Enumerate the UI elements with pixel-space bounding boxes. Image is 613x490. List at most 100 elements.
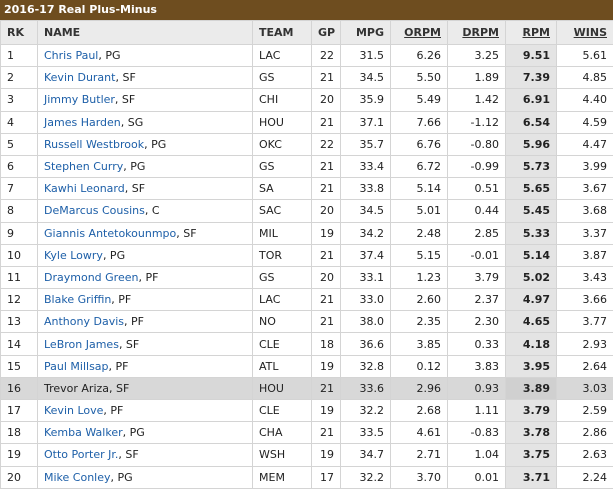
player-position: , PG xyxy=(122,426,145,440)
player-position: , SF xyxy=(124,182,146,196)
drpm-cell: 1.11 xyxy=(447,398,506,423)
wins-cell: 2.59 xyxy=(556,398,613,423)
column-header: GP xyxy=(311,20,341,45)
column-header[interactable]: WINS xyxy=(556,20,613,45)
player-link[interactable]: Kevin Love xyxy=(44,404,104,418)
orpm-cell: 5.49 xyxy=(390,88,448,112)
table-row: 13 Anthony Davis, PF NO 21 38.0 2.35 2.30 4.65 3… xyxy=(0,310,613,334)
rpm-cell: 5.33 xyxy=(505,221,557,245)
drpm-cell: -0.80 xyxy=(447,132,506,156)
mpg-cell: 37.4 xyxy=(340,243,391,267)
wins-cell: 3.68 xyxy=(556,199,613,223)
orpm-cell: 6.72 xyxy=(390,154,448,179)
drpm-cell: 3.79 xyxy=(447,265,506,290)
rank-cell: 14 xyxy=(0,332,38,356)
player-link[interactable]: Blake Griffin xyxy=(44,293,112,307)
wins-cell: 3.67 xyxy=(556,177,613,201)
wins-cell: 4.59 xyxy=(556,110,613,134)
player-cell: Blake Griffin, PF xyxy=(37,288,253,312)
player-link[interactable]: Stephen Curry xyxy=(44,160,124,174)
player-position: , PF xyxy=(138,270,159,284)
player-position: , PG xyxy=(102,248,126,262)
rpm-cell: 3.89 xyxy=(505,376,557,401)
column-header[interactable]: RPM xyxy=(505,20,557,45)
rank-cell: 6 xyxy=(0,154,38,179)
player-link[interactable]: Mike Conley xyxy=(44,470,111,484)
team-cell: MEM xyxy=(252,465,312,489)
orpm-cell: 2.60 xyxy=(390,288,448,312)
drpm-cell: 0.93 xyxy=(447,376,506,401)
player-position: , C xyxy=(144,204,160,218)
drpm-cell: 2.37 xyxy=(447,288,506,312)
team-cell: NO xyxy=(252,310,312,334)
drpm-cell: 3.25 xyxy=(447,43,506,68)
player-link[interactable]: Chris Paul xyxy=(44,49,99,63)
player-cell: James Harden, SG xyxy=(37,110,253,134)
player-position: , SF xyxy=(109,381,130,395)
rank-cell: 12 xyxy=(0,288,38,312)
team-cell: GS xyxy=(252,66,312,90)
player-link[interactable]: Draymond Green xyxy=(44,270,139,284)
drpm-cell: -0.01 xyxy=(447,243,506,267)
rank-cell: 8 xyxy=(0,199,38,223)
player-link[interactable]: Kawhi Leonard xyxy=(44,182,125,196)
player-link[interactable]: Otto Porter Jr. xyxy=(44,448,119,462)
player-link[interactable]: Kevin Durant xyxy=(44,71,116,85)
drpm-cell: -0.99 xyxy=(447,154,506,179)
orpm-cell: 4.61 xyxy=(390,421,448,445)
team-cell: CHI xyxy=(252,88,312,112)
player-link[interactable]: Kyle Lowry xyxy=(44,248,103,262)
gp-cell: 22 xyxy=(311,132,341,156)
drpm-cell: 2.85 xyxy=(447,221,506,245)
player-position: , SF xyxy=(176,226,197,240)
table-body: 1 Chris Paul, PG LAC 22 31.5 6.26 3.25 9.51 5.61… xyxy=(0,43,613,489)
rank-cell: 2 xyxy=(0,66,38,90)
column-header[interactable]: ORPM xyxy=(390,20,448,45)
wins-cell: 2.64 xyxy=(556,354,613,378)
player-link[interactable]: Russell Westbrook xyxy=(44,137,145,151)
rpm-cell: 5.02 xyxy=(505,265,557,290)
player-link[interactable]: Paul Millsap xyxy=(44,359,109,373)
player-cell: Otto Porter Jr., SF xyxy=(37,443,253,467)
player-link[interactable]: Anthony Davis xyxy=(44,315,124,329)
mpg-cell: 34.5 xyxy=(340,66,391,90)
player-link[interactable]: Kemba Walker xyxy=(44,426,123,440)
rank-cell: 10 xyxy=(0,243,38,267)
player-link[interactable]: LeBron James xyxy=(44,337,119,351)
player-position: , SF xyxy=(118,337,140,351)
rank-cell: 15 xyxy=(0,354,38,378)
orpm-cell: 2.48 xyxy=(390,221,448,245)
orpm-cell: 6.26 xyxy=(390,43,448,68)
team-cell: SAC xyxy=(252,199,312,223)
mpg-cell: 37.1 xyxy=(340,110,391,134)
column-header: TEAM xyxy=(252,20,312,45)
player-cell: Chris Paul, PG xyxy=(37,43,253,68)
gp-cell: 19 xyxy=(311,443,341,467)
table-row: 4 James Harden, SG HOU 21 37.1 7.66 -1.12 6.54 4… xyxy=(0,110,613,134)
gp-cell: 22 xyxy=(311,43,341,68)
orpm-cell: 7.66 xyxy=(390,110,448,134)
player-link[interactable]: DeMarcus Cousins xyxy=(44,204,145,218)
mpg-cell: 36.6 xyxy=(340,332,391,356)
wins-cell: 5.61 xyxy=(556,43,613,68)
rank-cell: 13 xyxy=(0,310,38,334)
rank-cell: 9 xyxy=(0,221,38,245)
rpm-cell: 3.95 xyxy=(505,354,557,378)
table-row: 2 Kevin Durant, SF GS 21 34.5 5.50 1.89 7.39 4.8… xyxy=(0,66,613,90)
orpm-cell: 2.35 xyxy=(390,310,448,334)
drpm-cell: 0.51 xyxy=(447,177,506,201)
player-link[interactable]: Giannis Antetokounmpo xyxy=(44,226,177,240)
gp-cell: 21 xyxy=(311,177,341,201)
player-link[interactable]: Jimmy Butler xyxy=(44,93,115,107)
player-link[interactable]: James Harden xyxy=(44,115,121,129)
player-position: , PF xyxy=(124,315,144,329)
player-cell: Kyle Lowry, PG xyxy=(37,243,253,267)
column-header[interactable]: DRPM xyxy=(447,20,506,45)
wins-cell: 3.43 xyxy=(556,265,613,290)
player-cell: Jimmy Butler, SF xyxy=(37,88,253,112)
team-cell: WSH xyxy=(252,443,312,467)
wins-cell: 2.63 xyxy=(556,443,613,467)
team-cell: MIL xyxy=(252,221,312,245)
drpm-cell: -0.83 xyxy=(447,421,506,445)
